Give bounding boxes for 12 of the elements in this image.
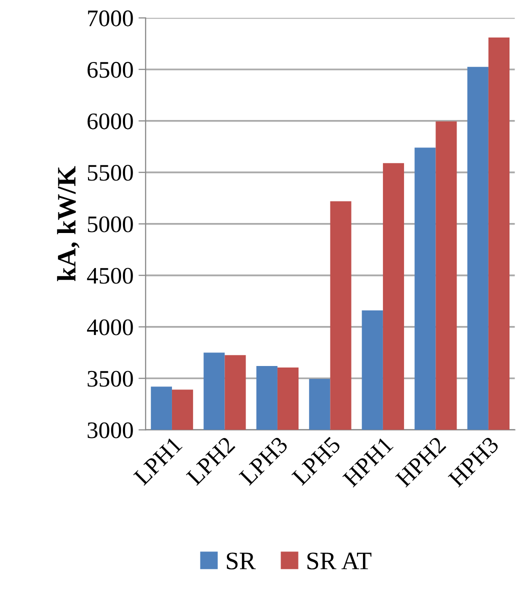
y-tick-label: 5000 <box>88 216 133 232</box>
y-tick-label: 3500 <box>88 370 133 387</box>
legend-label: SR AT <box>307 552 372 570</box>
y-tick-label: 3000 <box>88 422 133 438</box>
y-tick-label: 6000 <box>88 113 133 130</box>
y-tick-label: 6500 <box>88 62 133 78</box>
y-tick-label: 4500 <box>87 268 133 284</box>
y-axis-title: kA, kW/K <box>57 166 80 282</box>
y-tick-label: 7000 <box>88 10 133 26</box>
y-tick-label: 4000 <box>87 319 133 336</box>
legend-label: SR <box>226 552 256 570</box>
y-tick-label: 5500 <box>88 164 133 181</box>
